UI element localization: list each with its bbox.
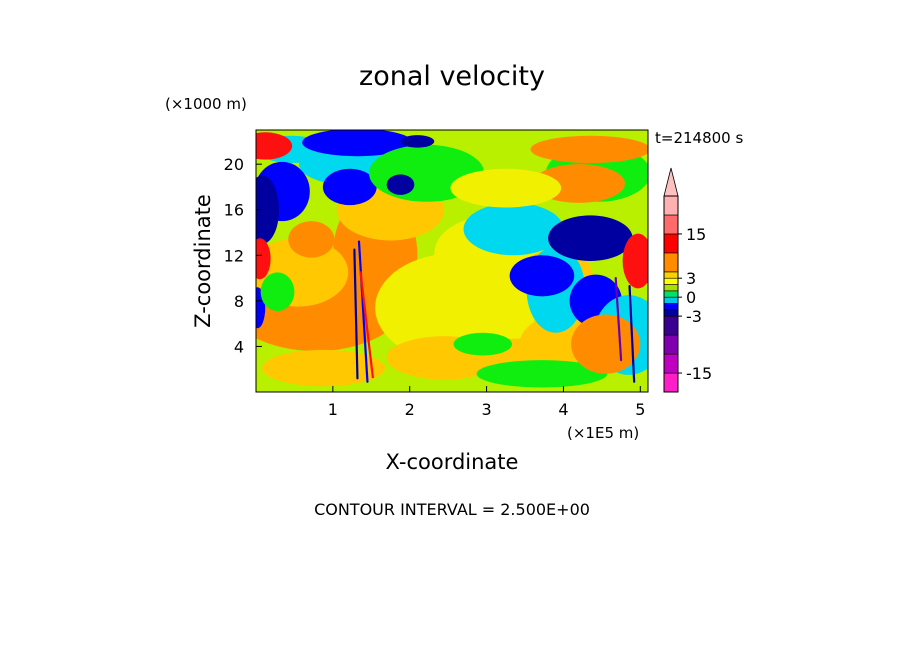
field-blob-33 [256,238,271,280]
x-tick-label-4: 4 [558,400,568,419]
x-tick-label-3: 3 [481,400,491,419]
field-blob-30 [530,135,648,164]
field-blob-19 [322,168,377,206]
y-tick-label-8: 8 [234,292,244,311]
field-blob-37 [386,174,415,195]
field-blob-38 [260,272,295,312]
x-tick-label-1: 1 [328,400,338,419]
field-blob-20 [548,215,633,261]
field-blob-39 [450,168,562,208]
x-tick-label-2: 2 [405,400,415,419]
field-blob-4 [262,349,386,387]
colorbar-label-3: 0 [686,288,696,307]
field-streak-3 [359,271,374,379]
field-blob-34 [622,233,648,289]
y-tick-label-4: 4 [234,337,244,356]
chart-title: zonal velocity [359,61,545,92]
field-blob-31 [288,221,335,258]
field-blob-18 [302,130,413,157]
plot-frame [255,129,649,393]
colorbar-label-5: -15 [686,364,712,383]
field-blob-35 [571,314,641,374]
field-streak-1 [353,248,359,380]
colorbar-swatch-1 [663,372,679,393]
y-tick-label-16: 16 [224,201,244,220]
field-blob-36 [400,135,435,148]
colorbar-label-2: 3 [686,269,696,288]
colorbar-label-4: -3 [686,307,702,326]
colorbar-label-1: 15 [686,225,706,244]
colorbar-swatch-13 [663,233,679,254]
contour-interval-footer: CONTOUR INTERVAL = 2.500E+00 [314,500,590,519]
field-blob-32 [256,132,293,160]
time-label: t=214800 s [655,129,743,147]
colorbar-swatch-3 [663,334,679,355]
colorbar-frame [663,195,679,393]
y-unit-label: (×1000 m) [165,95,247,113]
colorbar-top-arrow [663,167,679,197]
colorbar-swatch-11 [663,271,679,279]
field-blob-27 [476,360,608,388]
velocity-field [256,130,648,392]
colorbar-swatch-14 [663,214,679,235]
field-blob-28 [453,332,512,356]
colorbar-swatch-10 [663,277,679,285]
x-axis-ticks: 1 2 3 4 5 [328,386,645,419]
field-blob-21 [509,255,575,297]
y-axis-label: Z-coordinate [191,194,215,328]
y-axis-ticks: 4 8 12 16 20 [224,155,262,356]
field-blob-17 [256,175,280,244]
colorbar-swatch-8 [663,290,679,298]
colorbar-swatch-9 [663,284,679,292]
x-unit-label: (×1E5 m) [567,424,639,442]
colorbar-swatch-5 [663,309,679,317]
colorbar-swatch-7 [663,296,679,304]
x-tick-label-5: 5 [635,400,645,419]
colorbar: 15 30-3 -15 [663,167,712,393]
colorbar-swatch-15 [663,195,679,216]
field-blob-13 [463,202,564,256]
colorbar-swatch-12 [663,252,679,273]
field-streak-2 [357,240,369,383]
x-axis-label: X-coordinate [386,450,519,474]
field-streak-4 [628,284,636,383]
colorbar-swatch-4 [663,315,679,336]
y-tick-label-20: 20 [224,155,244,174]
colorbar-swatch-2 [663,353,679,374]
y-tick-label-12: 12 [224,246,244,265]
colorbar-swatch-6 [663,303,679,311]
field-streak-5 [614,276,623,362]
